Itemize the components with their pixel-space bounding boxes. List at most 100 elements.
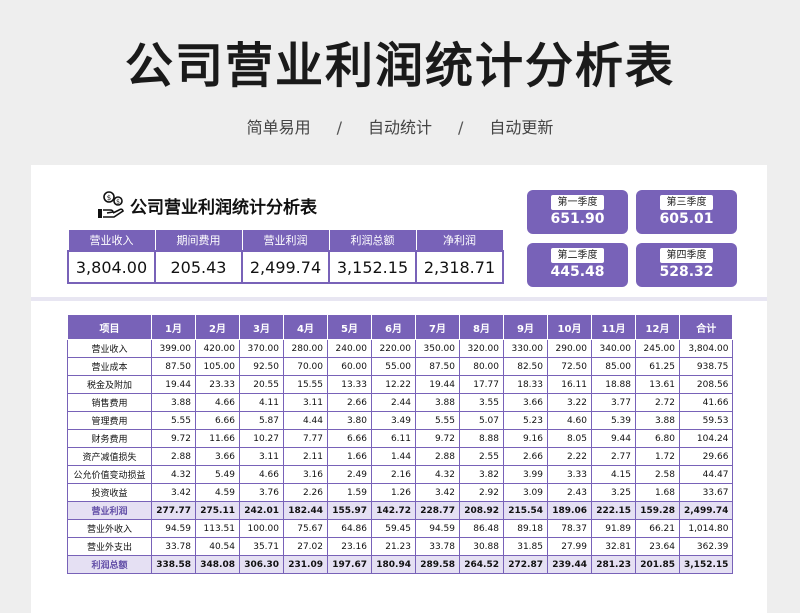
table-cell: 3.88 — [151, 393, 196, 412]
table-cell: 3.66 — [503, 393, 548, 412]
table-cell: 8.05 — [547, 429, 592, 448]
table-cell: 2.88 — [151, 447, 196, 466]
table-cell: 18.88 — [591, 375, 636, 394]
table-cell: 350.00 — [415, 339, 460, 358]
table-cell: 228.77 — [415, 501, 460, 520]
table-cell: 370.00 — [239, 339, 284, 358]
svg-text:$: $ — [107, 194, 111, 202]
quarter-label: 第三季度 — [660, 195, 713, 210]
column-header: 9月 — [503, 314, 548, 340]
table-cell: 420.00 — [195, 339, 240, 358]
table-cell: 18.33 — [503, 375, 548, 394]
column-header: 8月 — [459, 314, 504, 340]
summary-header: 期间费用 — [154, 229, 243, 252]
row-label: 公允价值变动损益 — [67, 465, 152, 484]
table-cell: 272.87 — [503, 555, 548, 574]
column-header: 1月 — [151, 314, 196, 340]
table-cell: 9.44 — [591, 429, 636, 448]
table-cell: 3.88 — [635, 411, 680, 430]
quarter-value: 445.48 — [550, 264, 605, 280]
row-label: 营业外支出 — [67, 537, 152, 556]
row-label: 营业利润 — [67, 501, 152, 520]
summary-value: 3,804.00 — [67, 250, 156, 284]
table-cell: 2,499.74 — [678, 501, 734, 520]
table-cell: 3.22 — [547, 393, 592, 412]
table-row: 营业成本 87.50 105.00 92.50 70.00 60.00 55.00 87.50… — [67, 357, 734, 376]
table-cell: 2.72 — [635, 393, 680, 412]
column-header-item: 项目 — [67, 314, 152, 340]
table-cell: 220.00 — [371, 339, 416, 358]
table-cell: 2.44 — [371, 393, 416, 412]
table-cell: 2.92 — [459, 483, 504, 502]
table-cell: 113.51 — [195, 519, 240, 538]
table-cell: 1.44 — [371, 447, 416, 466]
table-cell: 3.99 — [503, 465, 548, 484]
table-cell: 17.77 — [459, 375, 504, 394]
table-cell: 208.92 — [459, 501, 504, 520]
quarter-value: 605.01 — [659, 211, 714, 227]
table-cell: 72.50 — [547, 357, 592, 376]
table-cell: 9.72 — [151, 429, 196, 448]
table-cell: 399.00 — [151, 339, 196, 358]
table-row: 资产减值损失 2.88 3.66 3.11 2.11 1.66 1.44 2.88 2.55 2.… — [67, 447, 734, 466]
table-cell: 2.66 — [327, 393, 372, 412]
table-cell: 3,804.00 — [678, 339, 734, 358]
table-cell: 4.11 — [239, 393, 284, 412]
row-label: 财务费用 — [67, 429, 152, 448]
table-cell: 189.06 — [547, 501, 592, 520]
table-cell: 330.00 — [503, 339, 548, 358]
column-header: 7月 — [415, 314, 460, 340]
table-cell: 180.94 — [371, 555, 416, 574]
summary-value: 205.43 — [154, 250, 243, 284]
table-cell: 31.85 — [503, 537, 548, 556]
column-header: 6月 — [371, 314, 416, 340]
table-cell: 104.24 — [678, 429, 734, 448]
table-cell: 20.55 — [239, 375, 284, 394]
row-label: 税金及附加 — [67, 375, 152, 394]
table-row: 财务费用 9.72 11.66 10.27 7.77 6.66 6.11 9.72 8.88 9.… — [67, 429, 734, 448]
column-header: 4月 — [283, 314, 328, 340]
table-cell: 4.32 — [415, 465, 460, 484]
table-cell: 3.55 — [459, 393, 504, 412]
table-cell: 1.59 — [327, 483, 372, 502]
table-cell: 2.11 — [283, 447, 328, 466]
table-cell: 142.72 — [371, 501, 416, 520]
table-cell: 60.00 — [327, 357, 372, 376]
table-row: 销售费用 3.88 4.66 4.11 3.11 2.66 2.44 3.88 3.55 3.66… — [67, 393, 734, 412]
table-cell: 4.15 — [591, 465, 636, 484]
money-hand-icon: $ $ — [98, 191, 124, 218]
table-cell: 70.00 — [283, 357, 328, 376]
table-cell: 3.76 — [239, 483, 284, 502]
spreadsheet-sheet: $ $ 公司营业利润统计分析表 营业收入 期间费用 营业利润 利润总额 净利润 … — [31, 165, 767, 613]
table-cell: 3,152.15 — [678, 555, 734, 574]
page-title: 公司营业利润统计分析表 — [124, 38, 675, 94]
table-cell: 5.55 — [151, 411, 196, 430]
table-cell: 55.00 — [371, 357, 416, 376]
table-cell: 1,014.80 — [678, 519, 734, 538]
table-cell: 11.66 — [195, 429, 240, 448]
table-cell: 3.49 — [371, 411, 416, 430]
table-cell: 6.66 — [195, 411, 240, 430]
table-cell: 4.44 — [283, 411, 328, 430]
table-row: 营业外收入 94.59 113.51 100.00 75.67 64.86 59.45 94.… — [67, 519, 734, 538]
table-cell: 75.67 — [283, 519, 328, 538]
summary-value: 2,499.74 — [241, 250, 330, 284]
table-cell: 87.50 — [415, 357, 460, 376]
table-cell: 9.16 — [503, 429, 548, 448]
table-cell: 82.50 — [503, 357, 548, 376]
table-cell: 5.55 — [415, 411, 460, 430]
table-row: 管理费用 5.55 6.66 5.87 4.44 3.80 3.49 5.55 5.07 5.23… — [67, 411, 734, 430]
table-cell: 2.66 — [503, 447, 548, 466]
table-row: 营业收入 399.00 420.00 370.00 280.00 240.00 220.00… — [67, 339, 734, 358]
table-cell: 19.44 — [415, 375, 460, 394]
quarter-card-q2: 第二季度 445.48 — [527, 243, 628, 287]
summary-header: 净利润 — [415, 229, 504, 252]
table-cell: 338.58 — [151, 555, 196, 574]
quarter-card-q3: 第三季度 605.01 — [636, 190, 737, 234]
summary-header: 利润总额 — [328, 229, 417, 252]
table-cell: 29.66 — [678, 447, 734, 466]
summary-header: 营业收入 — [67, 229, 156, 252]
table-cell: 27.02 — [283, 537, 328, 556]
row-label: 投资收益 — [67, 483, 152, 502]
table-cell: 240.00 — [327, 339, 372, 358]
